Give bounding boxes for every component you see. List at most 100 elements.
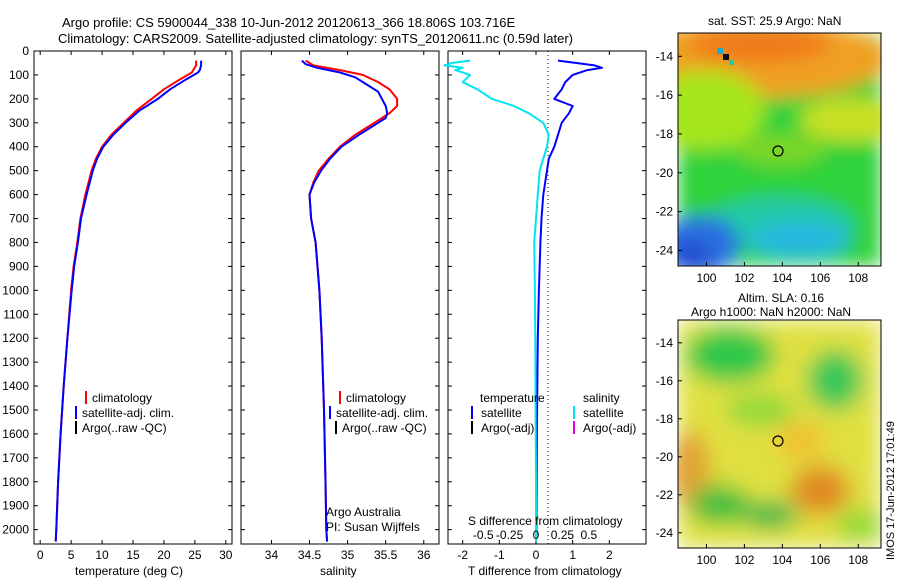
depth-axis: 0 100 200 300 400 500 600 700 800 900 1000 1100 1200… [2, 44, 646, 537]
salinity-axes [240, 50, 440, 545]
s-diff-tick-label: 0 [533, 528, 540, 542]
x-tick-label: 15 [126, 548, 140, 562]
lat-tick-label: -20 [656, 166, 674, 180]
series-line-climatology [54, 60, 198, 542]
x-tick-label: 1 [569, 548, 576, 562]
series-line-satellite-adj-clim- [301, 59, 389, 542]
depth-tick-label: 1300 [2, 355, 29, 369]
salinity-xlabel: salinity [320, 564, 357, 578]
depth-tick-label: 600 [9, 188, 29, 202]
lat-tick-label: -20 [656, 450, 674, 464]
salinity-legend: climatology satellite-adj. clim. Argo(..… [329, 391, 428, 435]
depth-tick-label: 800 [9, 235, 29, 249]
x-tick-label: -2 [457, 548, 468, 562]
lon-tick-label: 100 [696, 553, 716, 567]
legend-salinity-head: salinity [583, 391, 620, 405]
s-difference-ticks: -0.5 -0.25 0 0.25 0.5 [473, 528, 598, 542]
sla-map-axes: 100 102 104 106 108 -14 -16 -18 -20 -22 -24 [656, 336, 869, 567]
depth-tick-label: 500 [9, 164, 29, 178]
lon-tick-label: 102 [734, 553, 754, 567]
legend-t-satellite: satellite [481, 406, 522, 420]
sla-map-frame [677, 319, 882, 549]
lat-tick-label: -16 [656, 374, 674, 388]
depth-tick-label: 1600 [2, 427, 29, 441]
temperature-legend: climatology satellite-adj. clim. Argo(..… [75, 391, 174, 435]
difference-panel: -2 -1 0 1 2 T difference from climatology S … [443, 50, 647, 578]
sst-map-title: sat. SST: 25.9 Argo: NaN [708, 14, 841, 28]
difference-profiles [443, 59, 603, 542]
x-tick-label: 0 [37, 548, 44, 562]
depth-tick-label: 1500 [2, 403, 29, 417]
lat-tick-label: -24 [656, 243, 674, 257]
s-diff-tick-label: -0.25 [496, 528, 524, 542]
temperature-xlabel: temperature (deg C) [75, 564, 183, 578]
depth-tick-label: 300 [9, 116, 29, 130]
lat-tick-label: -24 [656, 526, 674, 540]
legend-argo-2: Argo(..raw -QC) [342, 421, 427, 435]
x-tick-label: 34 [265, 548, 279, 562]
lon-tick-label: 104 [772, 271, 792, 285]
difference-xlabel: T difference from climatology [468, 564, 622, 578]
lon-tick-label: 100 [696, 271, 716, 285]
legend-climatology: climatology [92, 391, 152, 405]
annotation-pi: PI: Susan Wijffels [326, 520, 420, 534]
depth-tick-label: 2000 [2, 523, 29, 537]
lon-tick-label: 102 [734, 271, 754, 285]
x-tick-label: 5 [68, 548, 75, 562]
sst-map: sat. SST: 25.9 Argo: NaN 100 102 104 106 108… [656, 14, 882, 285]
legend-satellite-2: satellite-adj. clim. [336, 406, 428, 420]
depth-tick-label: 700 [9, 212, 29, 226]
x-tick-label: 35.5 [374, 548, 398, 562]
legend-s-satellite: satellite [583, 406, 624, 420]
temperature-panel: 0100200300400500600700800900100011001200… [2, 44, 646, 578]
x-tick-label: 36 [417, 548, 431, 562]
temperature-axes [33, 50, 233, 545]
temperature-profiles [54, 60, 203, 542]
x-tick-label: 10 [95, 548, 109, 562]
depth-tick-label: 0 [22, 44, 29, 58]
x-tick-label: 0 [533, 548, 540, 562]
depth-tick-label: 1000 [2, 283, 29, 297]
lon-tick-label: 108 [848, 553, 868, 567]
annotation-argo-australia: Argo Australia [326, 505, 401, 519]
s-diff-tick-label: -0.5 [473, 528, 494, 542]
s-diff-tick-label: 0.5 [580, 528, 597, 542]
sla-map-title: Altim. SLA: 0.16 [738, 291, 824, 305]
sst-map-axes: 100 102 104 106 108 -14 -16 -18 -20 -22 -24 [656, 49, 869, 285]
legend-s-argo: Argo(-adj) [583, 421, 636, 435]
x-tick-label: 2 [606, 548, 613, 562]
sla-map: Altim. SLA: 0.16 Argo h1000: NaN h2000: … [656, 291, 882, 567]
depth-tick-label: 1900 [2, 499, 29, 513]
lat-tick-label: -14 [656, 336, 674, 350]
difference-x-axis: -2 -1 0 1 2 [457, 51, 613, 562]
x-tick-label: 34.5 [298, 548, 322, 562]
depth-tick-label: 100 [9, 68, 29, 82]
difference-axes [447, 50, 647, 545]
legend-temperature-head: temperature [480, 391, 545, 405]
difference-toplabel: S difference from climatology [468, 514, 623, 528]
sst-map-frame [677, 32, 882, 267]
legend-t-argo: Argo(-adj) [481, 421, 534, 435]
x-tick-label: 30 [219, 548, 233, 562]
timestamp-stamp: IMOS 17-Jun-2012 17:01:49 [885, 421, 897, 560]
depth-tick-label: 900 [9, 259, 29, 273]
depth-tick-label: 1200 [2, 331, 29, 345]
argo-location-marker-2 [772, 435, 784, 447]
lat-tick-label: -18 [656, 412, 674, 426]
lon-tick-label: 104 [772, 553, 792, 567]
legend-argo: Argo(..raw -QC) [82, 421, 167, 435]
depth-tick-label: 1800 [2, 475, 29, 489]
salinity-profiles [301, 59, 399, 542]
lat-tick-label: -18 [656, 127, 674, 141]
depth-tick-label: 400 [9, 140, 29, 154]
x-tick-label: 20 [157, 548, 171, 562]
lon-tick-label: 108 [848, 271, 868, 285]
lat-tick-label: -16 [656, 88, 674, 102]
depth-tick-label: 1400 [2, 379, 29, 393]
depth-tick-label: 200 [9, 92, 29, 106]
salinity-x-axis: 34 34.5 35 35.5 36 [265, 51, 431, 562]
legend-climatology-2: climatology [346, 391, 406, 405]
depth-tick-label: 1700 [2, 451, 29, 465]
argo-location-marker [772, 145, 784, 157]
series-line-salinity-satellite [443, 59, 550, 542]
